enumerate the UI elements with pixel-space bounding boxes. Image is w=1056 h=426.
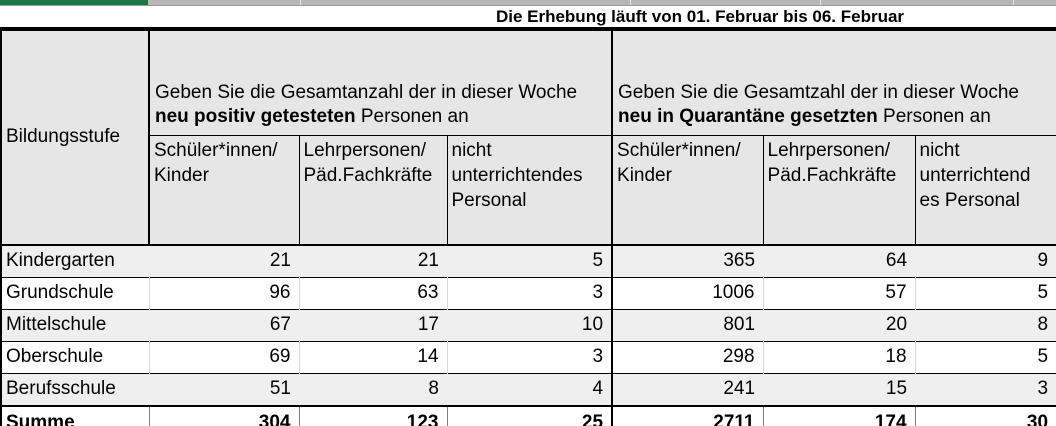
corner-header-label: Bildungsstufe [6,126,121,148]
value-cell[interactable]: 63 [298,276,448,309]
group-header-bold: neu in Quarantäne gesetzten [618,106,878,127]
table-row-grundschule: Grundschule 96 63 3 1006 57 5 [0,276,1056,309]
column-edge-tick [820,0,821,5]
row-label-cell[interactable]: Mittelschule [1,308,149,341]
value-cell[interactable]: 3 [446,276,613,309]
total-value-cell[interactable]: 2711 [611,404,764,426]
column-edge-tick [630,0,631,5]
value-cell[interactable]: 5 [447,244,613,277]
value-cell[interactable]: 5 [914,340,1056,373]
group-header-quarantine-cell[interactable]: Geben Sie die Gesamtzahl der in dieser W… [611,30,1056,136]
total-value-cell[interactable]: 304 [148,404,300,426]
value-cell[interactable]: 365 [611,244,764,277]
group-header-rest: Personen an [355,106,469,127]
value-cell[interactable]: 21 [299,244,447,277]
green-cell-strip [0,0,148,5]
subheader-nonteaching-1[interactable]: nicht unterrichtendes Personal [446,135,613,245]
gray-cell-strip [148,0,1056,5]
total-label-cell[interactable]: Summe [0,404,150,426]
value-cell[interactable]: 5 [914,276,1056,309]
value-cell[interactable]: 14 [298,340,448,373]
sub-header-row: Schüler*innen/ Kinder Lehrpersonen/ Päd.… [1,135,1056,245]
value-cell[interactable]: 15 [763,372,916,406]
value-cell[interactable]: 1006 [611,276,764,309]
value-cell[interactable]: 57 [762,276,916,309]
survey-title-cell[interactable]: Die Erhebung läuft von 01. Februar bis 0… [0,6,1056,30]
row-label-cell[interactable]: Grundschule [0,276,150,309]
value-cell[interactable]: 69 [148,340,300,373]
column-edge-tick [1013,0,1014,5]
table-row-summe: Summe 304 123 25 2711 174 30 [0,404,1056,426]
group-header-line2: neu in Quarantäne gesetzten Personen an [618,105,1051,129]
value-cell[interactable]: 21 [149,244,299,277]
value-cell[interactable]: 96 [148,276,300,309]
subheader-teachers-1[interactable]: Lehrpersonen/ Päd.Fachkräfte [298,135,448,245]
total-value-cell[interactable]: 25 [446,404,613,426]
group-header-bold: neu positiv getesteten [155,106,356,127]
corner-header-cell[interactable]: Bildungsstufe [0,30,150,245]
table-row-mittelschule: Mittelschule 67 17 10 801 20 8 [1,308,1056,341]
table-row-kindergarten: Kindergarten 21 21 5 365 64 9 [1,244,1056,277]
subheader-nonteaching-2[interactable]: nicht unterrichtend es Personal [914,135,1056,245]
subheader-students-2[interactable]: Schüler*innen/ Kinder [611,135,764,245]
value-cell[interactable]: 64 [763,244,916,277]
row-label-cell[interactable]: Kindergarten [1,244,149,277]
table-row-berufsschule: Berufsschule 51 8 4 241 15 3 [1,372,1056,406]
value-cell[interactable]: 18 [762,340,916,373]
group-header-line2: neu positiv getesteten Personen an [155,105,606,129]
group-header-positive-cell[interactable]: Geben Sie die Gesamtanzahl der in dieser… [148,30,613,136]
value-cell[interactable]: 241 [611,372,764,406]
value-cell[interactable]: 20 [763,308,916,341]
value-cell[interactable]: 17 [299,308,447,341]
total-value-cell[interactable]: 123 [298,404,448,426]
group-header-rest: Personen an [877,106,991,127]
row-label-cell[interactable]: Oberschule [0,340,150,373]
total-value-cell[interactable]: 174 [762,404,916,426]
value-cell[interactable]: 67 [149,308,299,341]
table-row-oberschule: Oberschule 69 14 3 298 18 5 [0,340,1056,373]
group-header-row: Bildungsstufe Geben Sie die Gesamtanzahl… [0,30,1056,245]
value-cell[interactable]: 298 [611,340,764,373]
value-cell[interactable]: 801 [611,308,764,341]
survey-title: Die Erhebung läuft von 01. Februar bis 0… [495,7,905,26]
subheader-teachers-2[interactable]: Lehrpersonen/ Päd.Fachkräfte [762,135,916,245]
row-label-cell[interactable]: Berufsschule [1,372,149,406]
subheader-students-1[interactable]: Schüler*innen/ Kinder [148,135,300,245]
value-cell[interactable]: 8 [299,372,447,406]
value-cell[interactable]: 3 [446,340,613,373]
value-cell[interactable]: 8 [915,308,1056,341]
survey-table: Bildungsstufe Geben Sie die Gesamtanzahl… [0,30,1056,426]
group-header-line1: Geben Sie die Gesamtzahl der in dieser W… [618,82,1019,103]
value-cell[interactable]: 10 [447,308,613,341]
value-cell[interactable]: 51 [149,372,299,406]
column-edge-tick [300,0,301,5]
group-header-line1: Geben Sie die Gesamtanzahl der in dieser… [155,82,578,103]
value-cell[interactable]: 3 [915,372,1056,406]
total-value-cell[interactable]: 30 [914,404,1056,426]
value-cell[interactable]: 9 [915,244,1056,277]
partial-row-strip [0,0,1056,6]
value-cell[interactable]: 4 [447,372,613,406]
